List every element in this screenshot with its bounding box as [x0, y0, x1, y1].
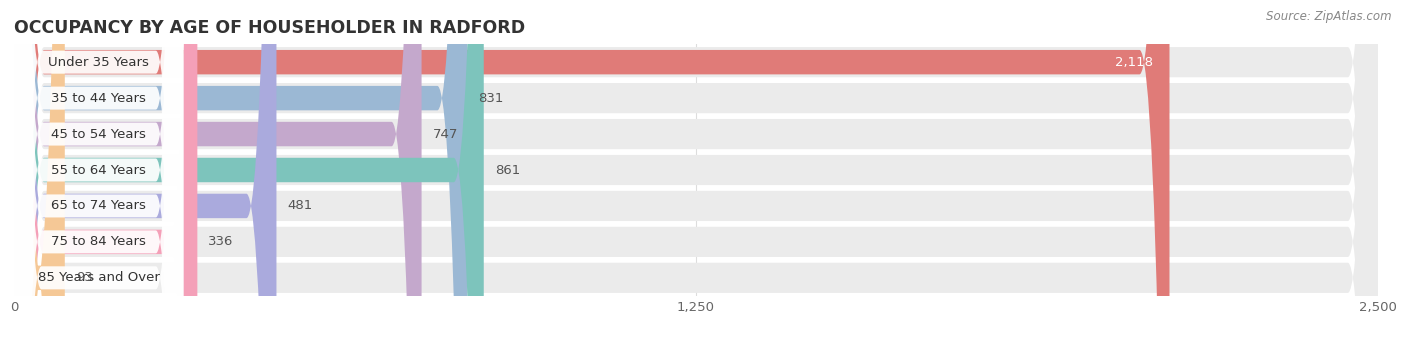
FancyBboxPatch shape: [14, 0, 1378, 340]
FancyBboxPatch shape: [14, 0, 1378, 340]
FancyBboxPatch shape: [14, 0, 484, 340]
FancyBboxPatch shape: [14, 0, 183, 340]
Text: 861: 861: [495, 164, 520, 176]
Text: 65 to 74 Years: 65 to 74 Years: [51, 200, 146, 212]
Text: 481: 481: [287, 200, 312, 212]
FancyBboxPatch shape: [14, 0, 422, 340]
FancyBboxPatch shape: [14, 0, 183, 340]
FancyBboxPatch shape: [14, 0, 65, 340]
Text: 45 to 54 Years: 45 to 54 Years: [51, 128, 146, 140]
FancyBboxPatch shape: [14, 0, 183, 340]
Text: 85 Years and Over: 85 Years and Over: [38, 271, 159, 284]
FancyBboxPatch shape: [14, 0, 1378, 340]
FancyBboxPatch shape: [14, 0, 1378, 340]
FancyBboxPatch shape: [14, 0, 197, 340]
Text: 55 to 64 Years: 55 to 64 Years: [51, 164, 146, 176]
Text: 831: 831: [478, 91, 503, 105]
Text: 35 to 44 Years: 35 to 44 Years: [51, 91, 146, 105]
Text: Source: ZipAtlas.com: Source: ZipAtlas.com: [1267, 10, 1392, 23]
Text: 75 to 84 Years: 75 to 84 Years: [51, 235, 146, 249]
Text: 336: 336: [208, 235, 233, 249]
FancyBboxPatch shape: [14, 0, 183, 340]
FancyBboxPatch shape: [14, 0, 1378, 340]
FancyBboxPatch shape: [14, 0, 183, 340]
FancyBboxPatch shape: [14, 0, 467, 340]
FancyBboxPatch shape: [14, 0, 1378, 340]
Text: OCCUPANCY BY AGE OF HOUSEHOLDER IN RADFORD: OCCUPANCY BY AGE OF HOUSEHOLDER IN RADFO…: [14, 19, 526, 37]
Text: 93: 93: [76, 271, 93, 284]
FancyBboxPatch shape: [14, 0, 183, 340]
Text: 2,118: 2,118: [1115, 56, 1153, 69]
Text: 747: 747: [433, 128, 458, 140]
FancyBboxPatch shape: [14, 0, 183, 340]
FancyBboxPatch shape: [14, 0, 1378, 340]
FancyBboxPatch shape: [14, 0, 1170, 340]
FancyBboxPatch shape: [14, 0, 277, 340]
Text: Under 35 Years: Under 35 Years: [48, 56, 149, 69]
